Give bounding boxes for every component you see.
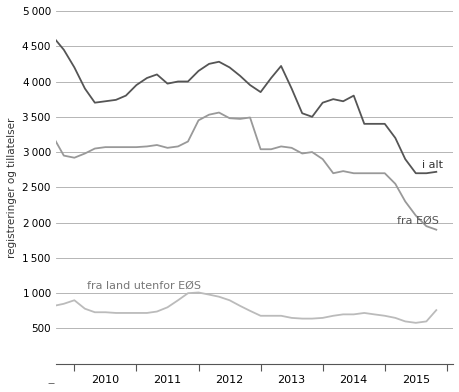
Text: fra EØS: fra EØS xyxy=(396,216,438,225)
Text: fra land utenfor EØS: fra land utenfor EØS xyxy=(87,280,200,290)
Text: ‒: ‒ xyxy=(47,378,54,388)
Text: i alt: i alt xyxy=(421,160,442,170)
Y-axis label: registreringer og tillatelser: registreringer og tillatelser xyxy=(7,117,17,258)
